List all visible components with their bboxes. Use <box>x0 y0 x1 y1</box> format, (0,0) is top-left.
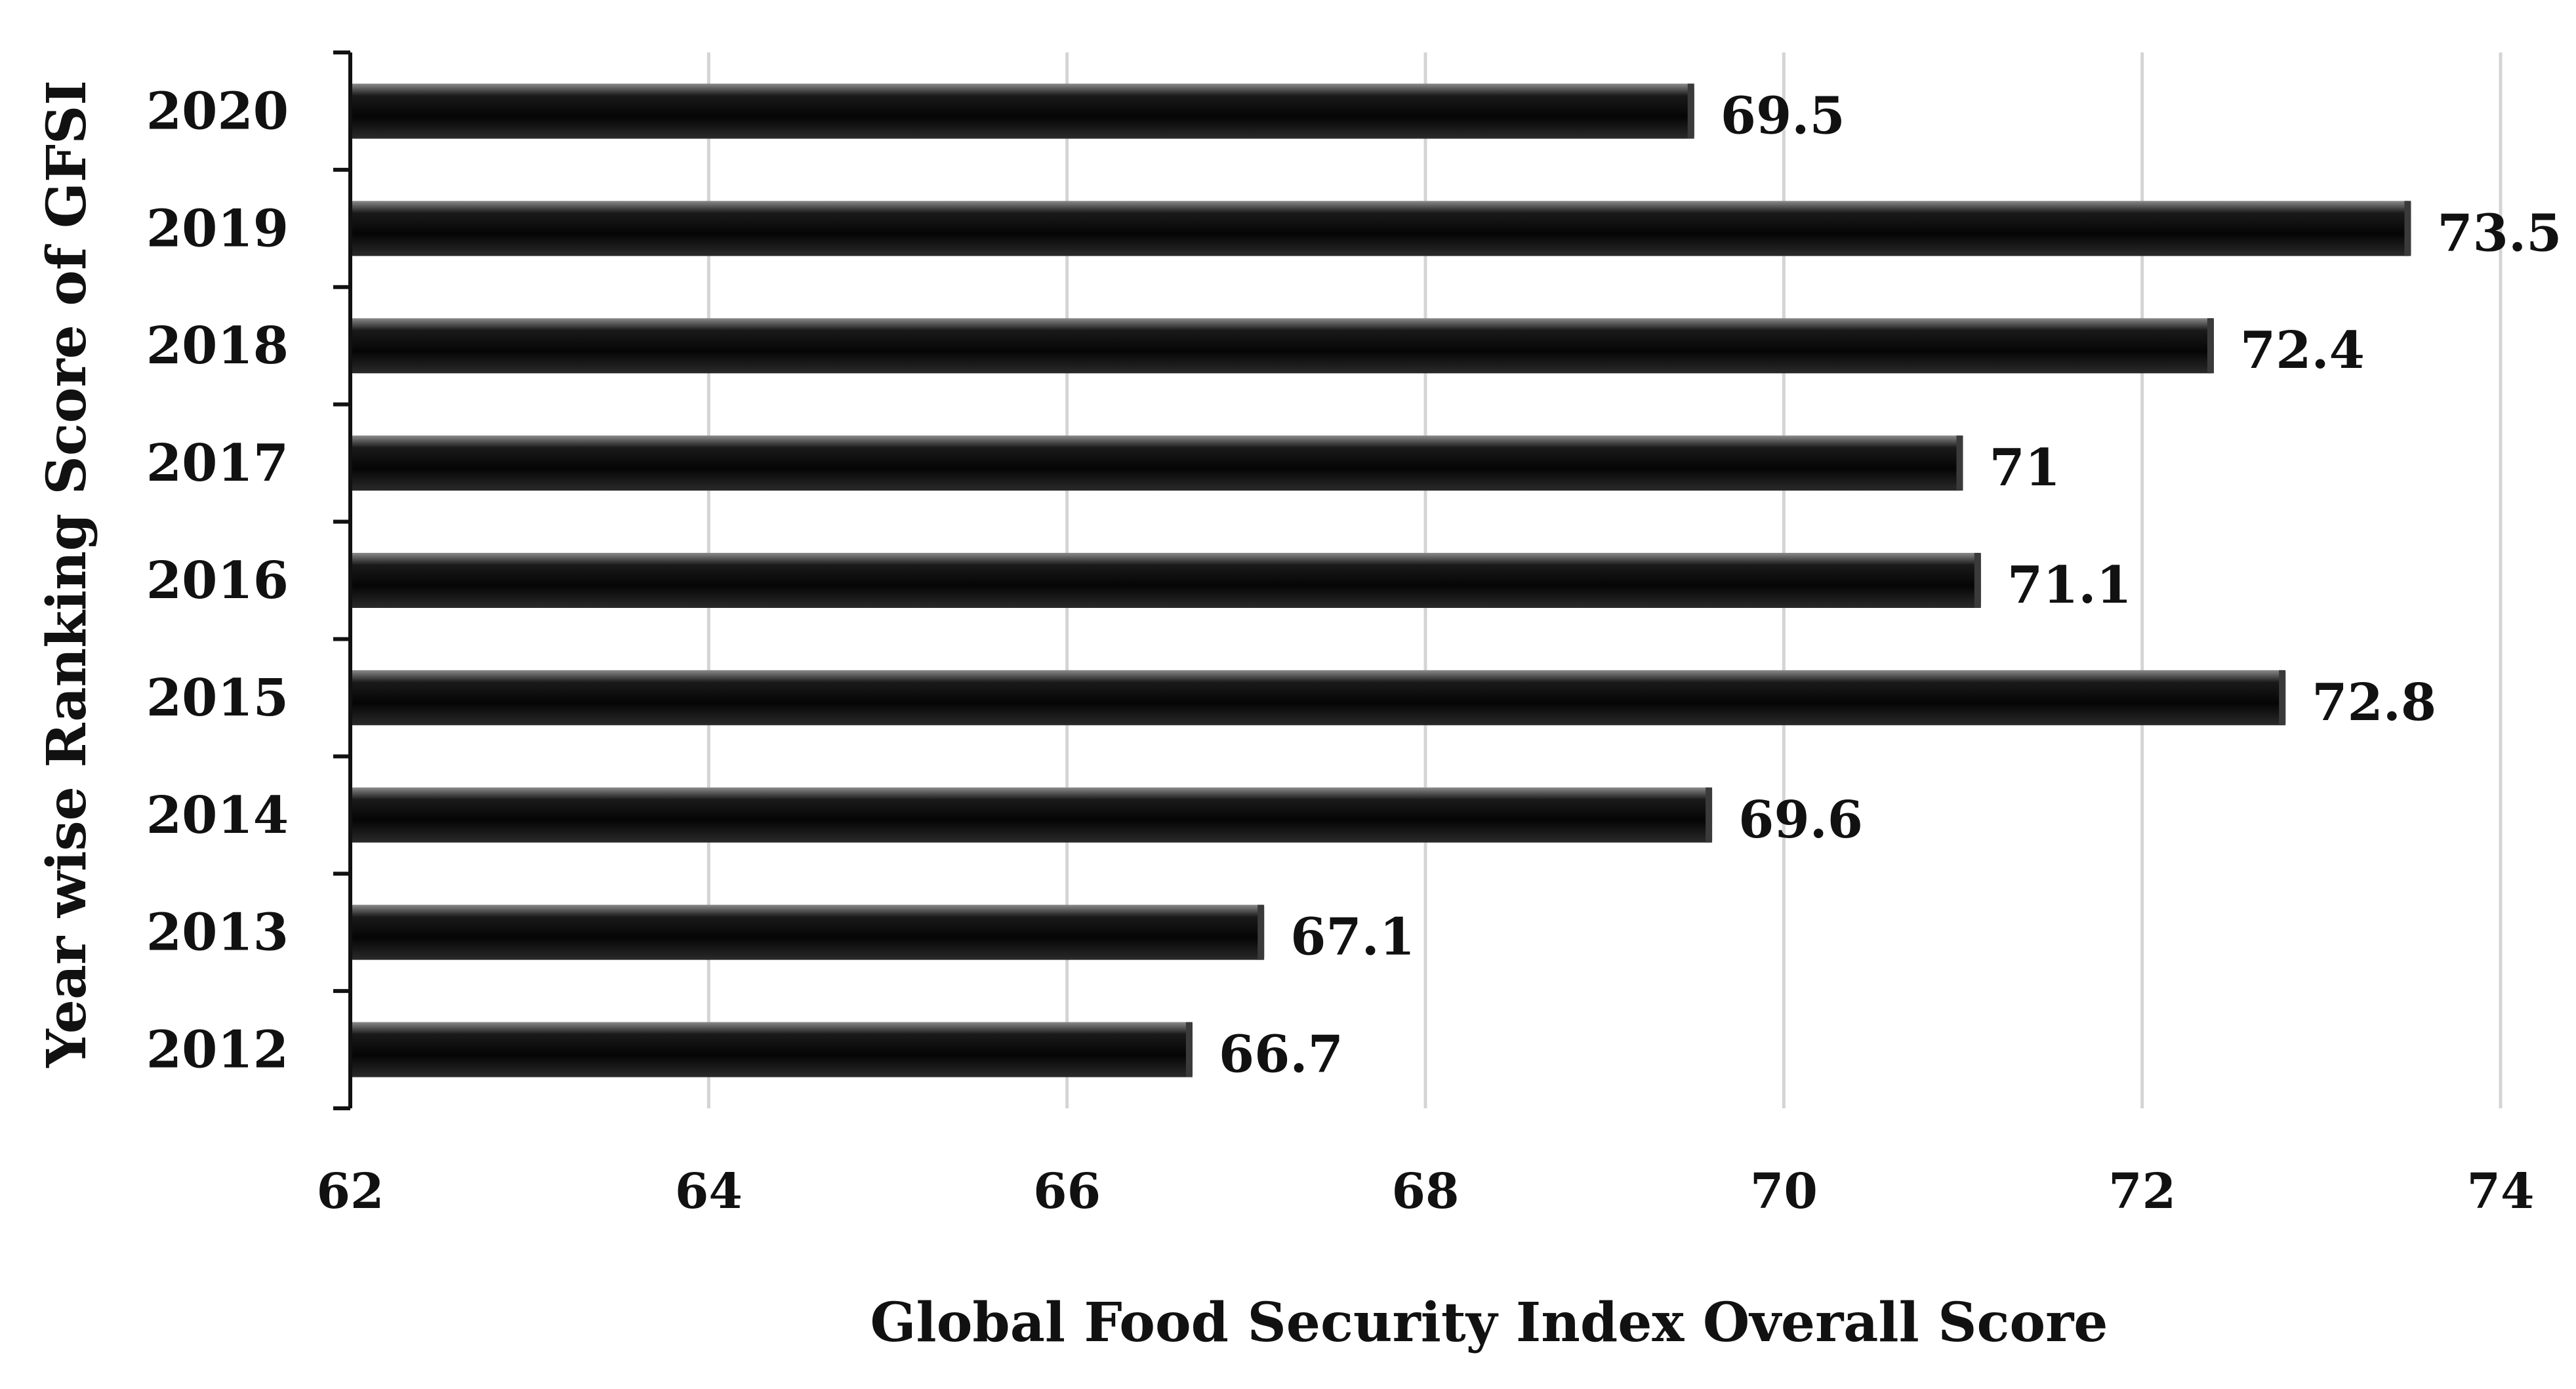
category-label: 2014 <box>146 786 289 845</box>
bar-end-2017 <box>1956 435 1963 491</box>
bar-end-2018 <box>2207 318 2214 374</box>
category-label: 2020 <box>146 81 289 141</box>
y-axis-title: Year wise Ranking Score of GFSI <box>35 80 98 1068</box>
data-label: 71.1 <box>2007 555 2132 615</box>
category-label: 2017 <box>146 433 289 493</box>
bar-end-2015 <box>2279 670 2286 725</box>
x-tick-label: 62 <box>317 1163 384 1220</box>
bar-2013 <box>350 904 1265 960</box>
x-axis-title: Global Food Security Index Overall Score <box>870 1291 2108 1354</box>
data-label: 72.8 <box>2312 673 2436 733</box>
bar-2018 <box>350 318 2214 374</box>
bar-2015 <box>350 670 2286 725</box>
bar-end-2013 <box>1257 904 1265 960</box>
x-tick-label: 66 <box>1033 1163 1101 1220</box>
data-label: 69.5 <box>1721 86 1845 146</box>
axes <box>333 50 352 1110</box>
bar-2014 <box>350 787 1713 843</box>
category-label: 2019 <box>146 199 289 258</box>
category-label: 2018 <box>146 316 289 376</box>
x-tick-label: 70 <box>1750 1163 1818 1220</box>
data-label: 67.1 <box>1290 908 1415 967</box>
bar-end-2016 <box>1974 553 1981 608</box>
bar-2012 <box>350 1022 1193 1077</box>
data-label: 71 <box>1990 438 2061 498</box>
category-label: 2012 <box>146 1020 289 1080</box>
bar-end-2019 <box>2404 201 2411 256</box>
x-tick-label: 64 <box>675 1163 743 1220</box>
labels: 62 64 66 68 70 72 74 2020 69.5 2019 73.5 2018 72.4 20… <box>146 81 2562 1220</box>
bars <box>350 83 2411 1077</box>
data-label: 69.6 <box>1738 790 1863 850</box>
bar-end-2012 <box>1185 1022 1193 1077</box>
x-tick-label: 72 <box>2108 1163 2176 1220</box>
data-label: 73.5 <box>2437 203 2562 263</box>
bar-2019 <box>350 201 2411 256</box>
bar-end-2020 <box>1687 83 1694 139</box>
bar-2020 <box>350 83 1694 139</box>
data-label: 72.4 <box>2240 321 2365 380</box>
category-label: 2013 <box>146 903 289 963</box>
category-label: 2015 <box>146 668 289 728</box>
data-label: 66.7 <box>1219 1025 1343 1085</box>
x-tick-label: 68 <box>1392 1163 1460 1220</box>
bar-end-2014 <box>1706 787 1713 843</box>
bar-2016 <box>350 553 1981 608</box>
x-tick-label: 74 <box>2467 1163 2535 1220</box>
category-label: 2016 <box>146 551 289 611</box>
bar-2017 <box>350 435 1963 491</box>
